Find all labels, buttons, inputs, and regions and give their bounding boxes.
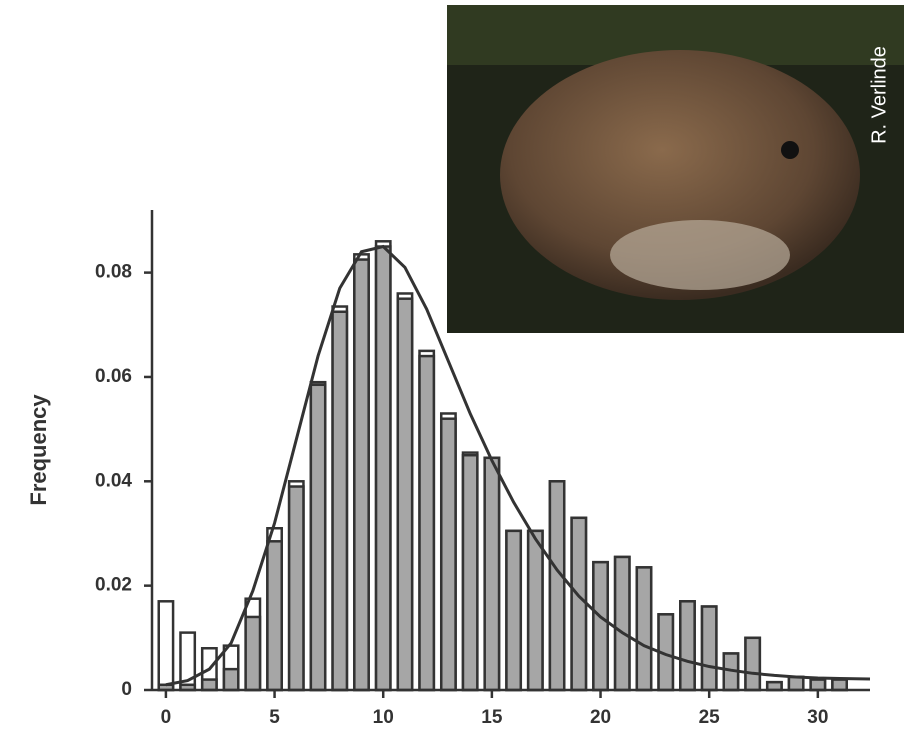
y-tick-label: 0.04 [95,470,132,491]
x-tick-label: 20 [590,707,611,728]
bar [441,419,455,690]
bar [593,562,607,690]
y-tick-label: 0.02 [95,575,132,596]
x-tick-label: 25 [699,707,721,728]
bar [224,669,238,690]
photo-eye [781,141,799,159]
bar [202,680,216,690]
bar [789,677,803,690]
y-axis-label: Frequency [26,394,51,506]
bar [420,356,434,690]
bar [376,247,390,690]
bar [832,680,846,690]
photo-belly [610,220,790,290]
bar [485,458,499,690]
x-tick-label: 5 [269,707,280,728]
bar [398,299,412,690]
y-tick-label: 0 [121,679,132,700]
bar [311,385,325,690]
bar [615,557,629,690]
bar [333,312,347,690]
bar [550,481,564,690]
bar [680,601,694,690]
bar [354,260,368,690]
bar [246,617,260,690]
x-tick-label: 30 [807,707,828,728]
chart: Frequency 00.020.040.060.08051015202530 … [0,0,904,734]
bar [637,567,651,690]
photo: R. Verlinde [447,5,904,333]
x-tick-label: 15 [481,707,503,728]
y-tick-label: 0.08 [95,262,132,283]
bar [745,638,759,690]
bar [572,518,586,690]
x-tick-label: 0 [161,707,172,728]
bar [811,680,825,690]
bar [289,487,303,690]
bar [267,541,281,690]
page: Frequency 00.020.040.060.08051015202530 … [0,0,904,734]
photo-credit: R. Verlinde [868,46,890,144]
bar [506,531,520,690]
x-tick-label: 10 [373,707,394,728]
bar [528,531,542,690]
y-tick-label: 0.06 [95,366,132,387]
bar [159,601,173,690]
bar [463,455,477,690]
bar [702,607,716,690]
